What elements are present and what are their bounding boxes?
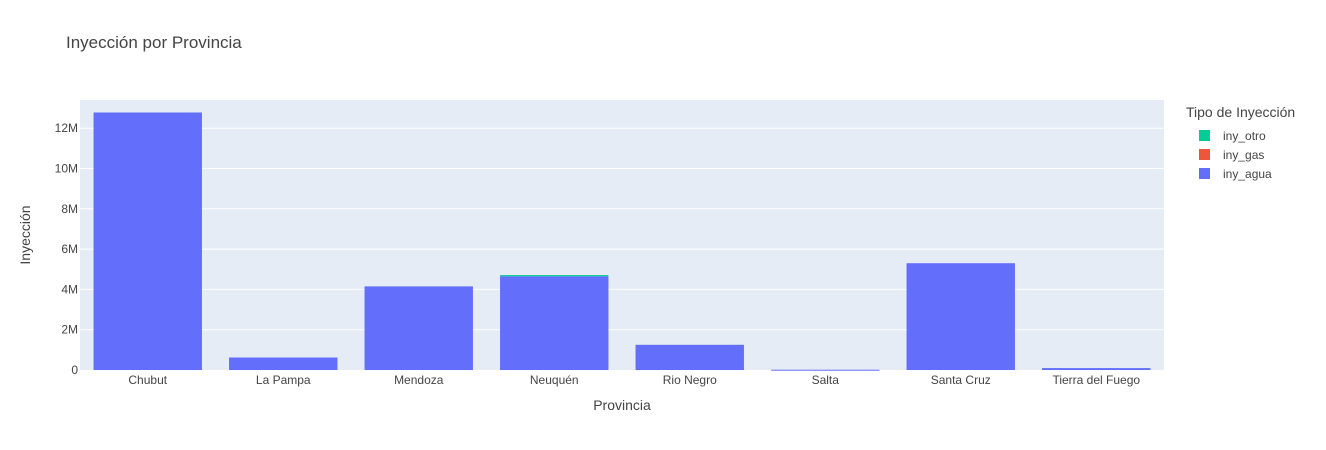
bar-iny_agua[interactable] — [364, 286, 473, 370]
bar-iny_agua[interactable] — [229, 357, 338, 370]
legend-label: iny_otro — [1223, 128, 1266, 143]
y-tick-label: 4M — [61, 282, 78, 296]
y-tick-labels: 0 2M 4M 6M 8M 10M 12M — [55, 121, 79, 377]
legend-swatch — [1199, 130, 1210, 141]
y-tick-label: 6M — [61, 242, 78, 256]
legend-item-iny_gas[interactable]: iny_gas — [1186, 145, 1295, 164]
bar-iny_agua[interactable] — [93, 112, 202, 370]
bar-iny_agua[interactable] — [500, 276, 609, 370]
bar-iny_agua[interactable] — [635, 344, 744, 370]
legend-items: iny_otro iny_gas iny_agua — [1186, 126, 1295, 183]
y-axis-title: Inyección — [17, 205, 33, 264]
legend-label: iny_gas — [1223, 147, 1265, 162]
legend-item-iny_agua[interactable]: iny_agua — [1186, 164, 1295, 183]
y-tick-label: 10M — [55, 162, 78, 176]
legend-item-iny_otro[interactable]: iny_otro — [1186, 126, 1295, 145]
x-tick-labels: Chubut La Pampa Mendoza Neuquén Rio Negro Sal… — [128, 373, 1140, 387]
x-tick-label: Chubut — [128, 373, 167, 387]
legend-swatch — [1199, 168, 1210, 179]
legend-swatch — [1199, 149, 1210, 160]
bar-iny_agua[interactable] — [771, 369, 880, 371]
bar-iny_otro[interactable] — [500, 275, 609, 277]
x-tick-label: La Pampa — [256, 373, 311, 387]
bar-iny_agua[interactable] — [1042, 368, 1151, 370]
x-tick-label: Rio Negro — [663, 373, 717, 387]
legend-title: Tipo de Inyección — [1186, 104, 1296, 120]
x-axis-title: Provincia — [593, 397, 651, 413]
x-tick-label: Santa Cruz — [931, 373, 991, 387]
y-tick-label: 8M — [61, 202, 78, 216]
chart-title: Inyección por Provincia — [66, 33, 242, 52]
bars — [93, 112, 1151, 371]
x-tick-label: Salta — [812, 373, 840, 387]
legend: Tipo de Inyección iny_otro iny_gas iny_agu… — [1186, 104, 1295, 183]
x-tick-label: Mendoza — [394, 373, 444, 387]
x-tick-label: Neuquén — [530, 373, 579, 387]
bar-iny_agua[interactable] — [906, 263, 1015, 370]
y-tick-label: 0 — [71, 363, 78, 377]
y-tick-label: 12M — [55, 121, 78, 135]
x-tick-label: Tierra del Fuego — [1052, 373, 1140, 387]
y-tick-label: 2M — [61, 323, 78, 337]
legend-label: iny_agua — [1223, 166, 1272, 181]
